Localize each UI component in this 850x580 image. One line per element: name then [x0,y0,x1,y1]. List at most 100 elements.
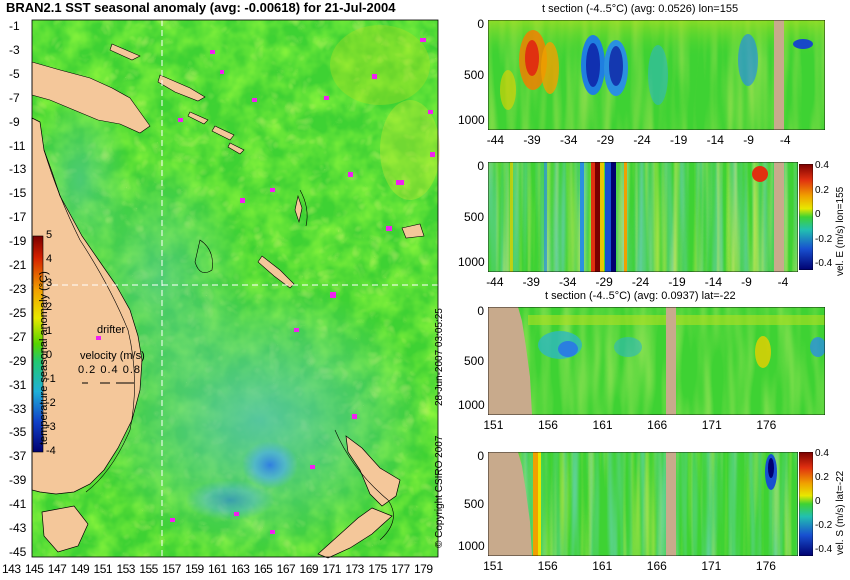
copyright-text: © Copyright CSIRO 2007 [434,435,445,548]
panel4-colorbar-tick: 0 [815,496,821,507]
panel1-x-tick: -4 [779,133,791,147]
panel2-colorbar-tick: -0.4 [815,258,833,269]
panel2-depth-tick: 1000 [458,255,485,269]
latitude-tick-label: -23 [9,282,27,296]
longitude-tick-label: 167 [276,562,296,576]
panel4-colorbar [799,452,813,556]
drifter-label: drifter [97,324,126,336]
panel2-x-tick: -44 [486,275,504,289]
panel3-x-tick: 166 [647,418,668,432]
timestamp-text: 28-Jun-2007 03:05:25 [434,308,445,406]
panel1-x-tick: -24 [633,133,651,147]
longitude-tick-label: 173 [345,562,364,576]
longitude-tick-label: 179 [414,562,433,576]
panel3-temperature-section[interactable] [488,307,825,415]
panel3-depth-tick: 1000 [458,398,485,412]
colorbar-tick-label: -3 [46,421,56,433]
colorbar-tick-label: 0 [46,349,53,361]
colorbar-tick-label: -2 [46,397,56,409]
panel1-x-tick: -29 [596,133,615,147]
latitude-tick-label: -1 [9,19,20,33]
panel2-x-tick: -4 [777,275,789,289]
panel1-x-tick: -14 [706,133,724,147]
longitude-tick-label: 153 [116,562,135,576]
panel2-x-tick: -14 [704,275,723,289]
panel2-x-tick: -29 [595,275,613,289]
latitude-tick-label: -13 [9,162,27,177]
latitude-tick-label: -43 [9,521,27,536]
panel3-depth-tick: 0 [477,304,484,318]
panel4-depth-tick: 0 [477,449,484,463]
colorbar-tick-label: -4 [46,445,56,457]
panel4-x-tick: 176 [755,559,776,573]
longitude-tick-label: 169 [299,562,319,576]
panel2-x-tick: -19 [668,275,686,289]
panel4-colorbar-tick: 0.2 [815,472,829,483]
panel1-x-tick: -39 [523,133,541,147]
latitude-tick-label: -17 [9,210,27,225]
longitude-tick-label: 143 [2,562,21,576]
sst-colorbar [32,235,44,453]
panel3-x-tick: 156 [537,418,558,432]
longitude-tick-label: 177 [391,562,410,576]
longitude-tick-label: 145 [24,562,44,576]
colorbar-tick-label: 2 [46,301,53,313]
latitude-tick-label: -7 [9,90,20,105]
colorbar-tick-label: 1 [46,325,53,337]
latitude-tick-label: -11 [9,138,26,153]
panel1-depth-tick: 1000 [458,113,485,127]
latitude-tick-label: -31 [9,377,27,392]
latitude-tick-label: -41 [9,497,27,512]
land-new-zealand-south [317,507,393,559]
panel4-depth-tick: 500 [463,497,484,511]
panel3-x-tick: 161 [592,418,613,432]
longitude-tick-label: 163 [230,562,250,576]
colorbar-label: temperature seasonal anomaly (°C) [38,271,50,445]
panel1-x-tick: -34 [560,133,578,147]
panel2-x-tick: -34 [559,275,577,289]
longitude-tick-label: 149 [70,562,90,576]
longitude-tick-label: 159 [185,562,204,576]
longitude-tick-label: 171 [322,562,341,576]
land-papua-new-guinea [31,61,151,134]
longitude-tick-label: 157 [162,562,181,576]
latitude-tick-label: -15 [9,186,27,201]
panel4-x-tick: 151 [483,559,504,573]
panel1-x-tick: -44 [486,133,505,147]
panel1-title: t section (-4..5°C) (avg: 0.0526) lon=15… [542,3,739,15]
drifter-markers [96,38,435,534]
panel2-colorbar-tick: 0.2 [815,184,829,196]
longitude-tick-label: 147 [47,562,67,576]
panel2-depth-tick: 500 [463,210,484,224]
panel2-velocity-east-section[interactable] [488,162,798,272]
panel4-colorbar-tick: -0.4 [815,544,833,555]
panel2-x-tick: -9 [741,275,752,289]
latitude-tick-label: -9 [9,114,20,129]
panel1-depth-tick: 0 [477,17,484,31]
latitude-tick-label: -19 [9,234,27,249]
land-australia [31,117,143,495]
panel4-colorbar-label: vel. S (m/s) lat=-22 [835,470,846,555]
panel2-colorbar-tick: 0 [815,209,821,220]
velocity-scale-values: 0.2 0.4 0.8 [78,364,141,376]
latitude-tick-label: -37 [9,449,27,464]
panel4-depth-tick: 1000 [458,539,485,553]
panel4-velocity-south-section[interactable] [488,452,798,556]
latitude-tick-label: -39 [9,473,27,488]
longitude-tick-label: 155 [139,562,158,576]
map-title: BRAN2.1 SST seasonal anomaly (avg: -0.00… [6,0,396,15]
panel2-depth-tick: 0 [477,159,484,173]
panel2-colorbar [799,164,813,270]
colorbar-tick-label: 5 [46,229,53,241]
colorbar-tick-label: 4 [46,253,53,265]
panel1-temperature-section[interactable] [488,20,825,130]
latitude-tick-label: -21 [9,258,27,273]
panel4-colorbar-tick: -0.2 [815,520,833,531]
land-new-caledonia [257,255,295,289]
panel4-x-tick: 161 [592,559,613,573]
colorbar-tick-label: 3 [46,277,53,289]
panel3-x-tick: 171 [701,418,722,432]
sst-anomaly-map[interactable] [0,18,445,580]
latitude-tick-label: -25 [9,305,27,320]
panel3-depth-tick: 500 [463,354,484,368]
